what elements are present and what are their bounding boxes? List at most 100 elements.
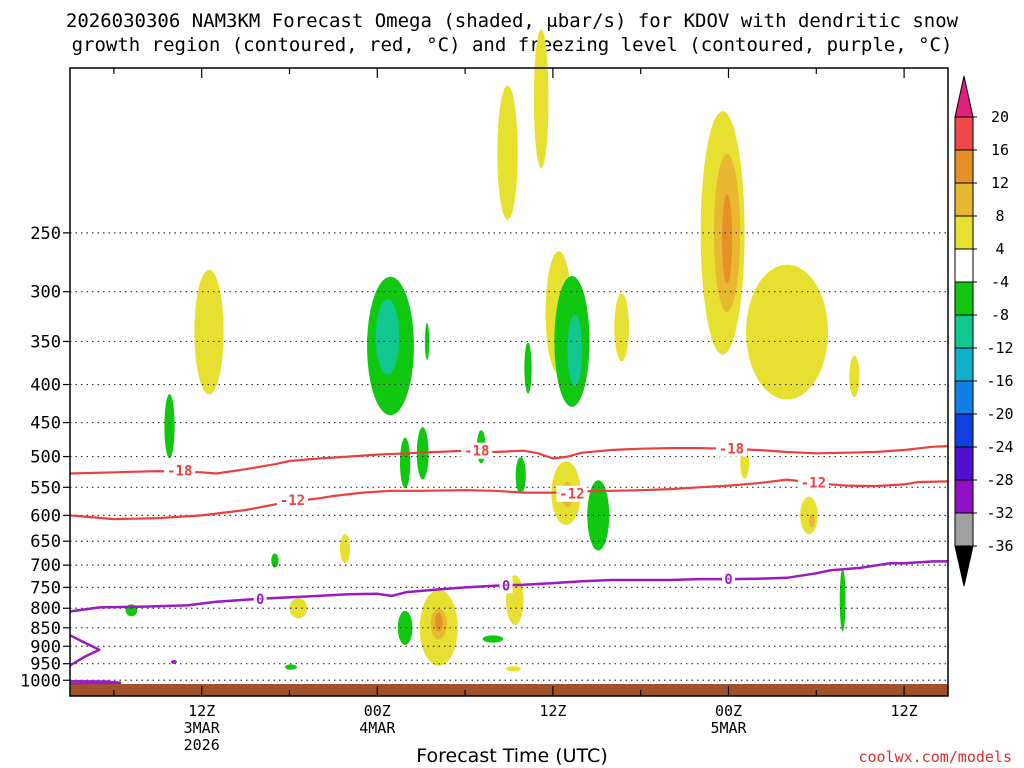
- omega-region-31: [339, 534, 351, 564]
- omega-shading-layer: [125, 29, 860, 672]
- colorbar-segment-11: [954, 479, 974, 514]
- colorbar-label-4: 4: [995, 240, 1004, 258]
- omega-region-0: [194, 269, 224, 395]
- pressure-gridlines: [70, 232, 948, 681]
- contour-label-0: -18: [167, 463, 192, 479]
- y-tick-label-850: 850: [30, 619, 61, 639]
- omega-region-30: [435, 612, 443, 632]
- omega-region-26: [808, 514, 815, 528]
- colorbar-segment-10: [954, 446, 974, 481]
- colorbar-label-10: -24: [986, 438, 1013, 456]
- y-tick-label-250: 250: [30, 224, 61, 244]
- y-tick-label-350: 350: [30, 332, 61, 352]
- y-tick-label-600: 600: [30, 506, 61, 526]
- contour-label-bg-7: [499, 577, 513, 594]
- colorbar-label-2: 12: [991, 174, 1009, 192]
- omega-region-34: [482, 635, 504, 643]
- colorbar-segment-9: [954, 413, 974, 448]
- contour-label-bg-3: [276, 491, 308, 508]
- y-axis-ticks: 2503003504004505005506006507007508008509…: [20, 224, 70, 691]
- contour-label-3: -12: [280, 493, 305, 509]
- omega-region-37: [285, 664, 297, 670]
- colorbar-label-7: -12: [986, 339, 1013, 357]
- omega-region-7: [497, 85, 518, 220]
- contour-label-bg-5: [797, 474, 829, 491]
- colorbar-label-3: 8: [995, 207, 1004, 225]
- x-tick-label-12-0: 00Z: [364, 702, 391, 720]
- omega-region-8: [533, 29, 549, 169]
- y-tick-label-500: 500: [30, 448, 61, 468]
- contour-label-bg-4: [556, 485, 588, 502]
- colorbar-segment-1: [954, 149, 974, 184]
- omega-region-14: [721, 194, 733, 284]
- contour-label-bg-2: [715, 440, 747, 457]
- colorbar-label-11: -28: [986, 471, 1013, 489]
- omega-region-5: [524, 342, 532, 394]
- y-tick-label-1000: 1000: [20, 671, 61, 691]
- colorbar-label-5: -4: [991, 273, 1009, 291]
- contour-label-bg-0: [164, 462, 196, 479]
- site-credit[interactable]: coolwx.com/models: [858, 748, 1012, 766]
- colorbar-segment-12: [954, 512, 974, 547]
- colorbar-segment-8: [954, 380, 974, 415]
- omega-region-20: [515, 457, 526, 494]
- x-tick-label-24-0: 12Z: [539, 702, 566, 720]
- contour-label-6: 0: [256, 592, 264, 608]
- freezing-level-fragment-dot: [170, 659, 177, 664]
- y-tick-label-550: 550: [30, 478, 61, 498]
- colorbar-segment-3: [954, 215, 974, 250]
- colorbar-label-0: 20: [991, 108, 1009, 126]
- omega-region-36: [271, 553, 279, 568]
- y-tick-label-400: 400: [30, 376, 61, 396]
- colorbar-label-9: -20: [986, 405, 1013, 423]
- x-tick-label-0-0: 12Z: [188, 702, 215, 720]
- x-axis-label: Forecast Time (UTC): [416, 745, 608, 767]
- colorbar-segment-4: [954, 248, 974, 283]
- colorbar-segment-6: [954, 314, 974, 349]
- y-tick-label-950: 950: [30, 655, 61, 675]
- omega-region-4: [424, 322, 430, 360]
- contour-label-4: -12: [559, 487, 584, 503]
- x-tick-label-0-2: 2026: [184, 736, 220, 754]
- omega-region-39: [839, 568, 846, 632]
- x-tick-label-48-0: 12Z: [891, 702, 918, 720]
- colorbar-segment-2: [954, 182, 974, 217]
- contour-label-1: -18: [464, 444, 489, 460]
- x-tick-label-12-1: 4MAR: [359, 719, 396, 737]
- omega-region-3: [164, 394, 175, 459]
- colorbar-label-1: 16: [991, 141, 1009, 159]
- omega-region-17: [399, 437, 411, 489]
- omega-region-27: [397, 610, 413, 645]
- y-tick-label-450: 450: [30, 414, 61, 434]
- x-tick-label-36-1: 5MAR: [710, 719, 747, 737]
- omega-region-16: [849, 355, 860, 398]
- y-tick-label-800: 800: [30, 599, 61, 619]
- colorbar: 20 16 12 8 4 -4 -8 -12 -16 -20 -24 -28 -32 -36: [954, 75, 1014, 587]
- freezing-level-fragment-surface: [69, 679, 122, 685]
- contour-label-7: 0: [502, 578, 510, 594]
- freezing-level-contour-3: [69, 634, 101, 667]
- contour-label-bg-6: [253, 590, 267, 607]
- y-tick-label-700: 700: [30, 556, 61, 576]
- omega-region-15: [746, 264, 829, 400]
- x-tick-label-0-1: 3MAR: [184, 719, 221, 737]
- contour-label-8: 0: [724, 572, 732, 588]
- omega-region-32: [289, 598, 308, 619]
- colorbar-segment-7: [954, 347, 974, 382]
- colorbar-label-13: -36: [986, 537, 1013, 555]
- omega-region-35: [506, 666, 521, 672]
- colorbar-top-arrow: [954, 75, 974, 118]
- colorbar-bottom-arrow: [954, 545, 974, 587]
- contour-label-5: -12: [801, 476, 826, 492]
- omega-region-10: [567, 314, 583, 387]
- colorbar-segment-5: [954, 281, 974, 316]
- y-tick-label-650: 650: [30, 532, 61, 552]
- chart-title-line-1: 2026030306 NAM3KM Forecast Omega (shaded…: [65, 10, 959, 32]
- colorbar-label-8: -16: [986, 372, 1013, 390]
- colorbar-label-6: -8: [991, 306, 1009, 324]
- contour-label-2: -18: [719, 442, 744, 458]
- colorbar-label-12: -32: [986, 504, 1013, 522]
- contour-label-bg-1: [461, 442, 493, 459]
